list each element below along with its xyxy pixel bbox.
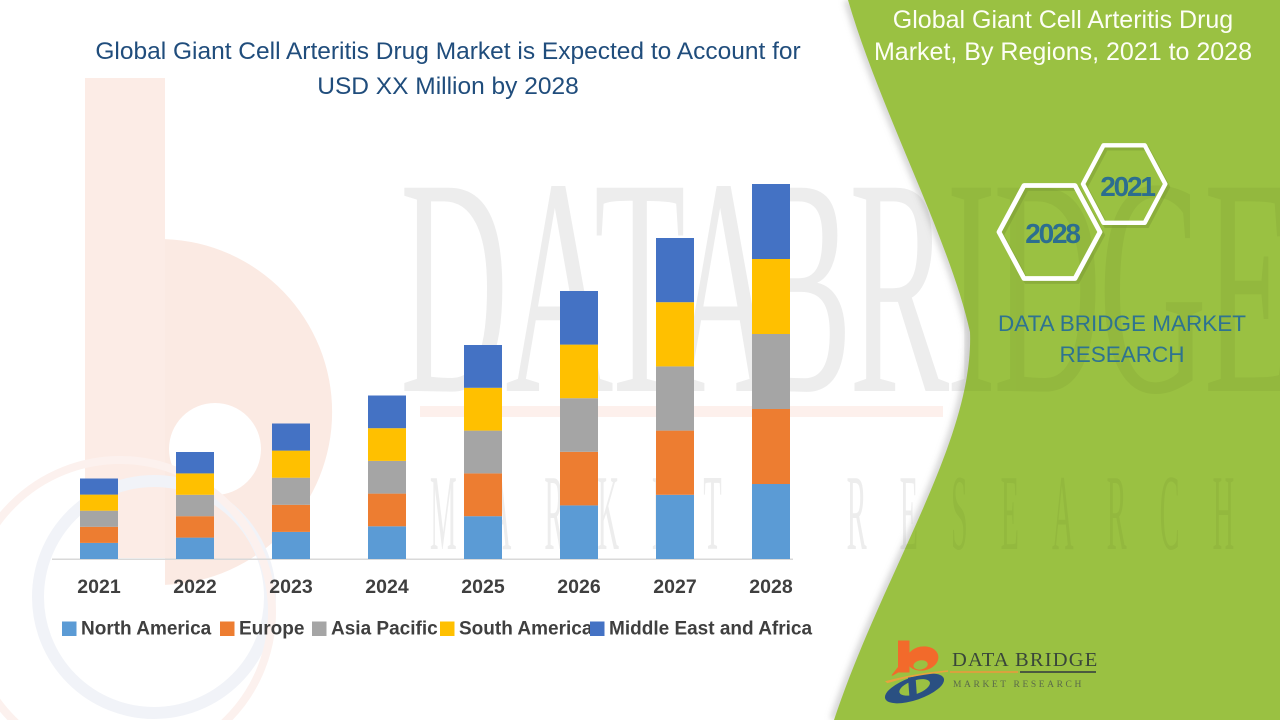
svg-text:MARKET RESEARCH: MARKET RESEARCH	[953, 680, 1084, 690]
svg-text:Global Giant Cell Arteritis Dr: Global Giant Cell Arteritis Drug Market …	[95, 38, 800, 65]
svg-text:2022: 2022	[173, 576, 217, 598]
svg-text:RESEARCH: RESEARCH	[1059, 342, 1184, 367]
svg-text:South America: South America	[459, 619, 593, 640]
svg-text:2028: 2028	[749, 576, 793, 598]
svg-text:North America: North America	[81, 619, 212, 640]
svg-text:DATA BRIDGE: DATA BRIDGE	[952, 649, 1099, 671]
svg-text:Europe: Europe	[239, 619, 304, 640]
svg-text:Asia Pacific: Asia Pacific	[331, 619, 438, 640]
svg-text:2025: 2025	[461, 576, 505, 598]
svg-text:Middle East and Africa: Middle East and Africa	[609, 619, 812, 640]
svg-text:DATA BRIDGE MARKET: DATA BRIDGE MARKET	[998, 311, 1246, 336]
svg-text:2026: 2026	[557, 576, 601, 598]
svg-text:Market, By Regions, 2021 to 20: Market, By Regions, 2021 to 2028	[874, 38, 1252, 66]
svg-text:Global Giant Cell Arteritis Dr: Global Giant Cell Arteritis Drug	[893, 6, 1233, 34]
svg-text:2024: 2024	[365, 576, 409, 598]
svg-text:2027: 2027	[653, 576, 696, 598]
svg-text:USD XX Million by 2028: USD XX Million by 2028	[317, 73, 578, 100]
svg-text:2021: 2021	[1100, 171, 1155, 202]
svg-text:2028: 2028	[1025, 218, 1080, 249]
svg-text:2023: 2023	[269, 576, 313, 598]
svg-text:2021: 2021	[77, 576, 121, 598]
